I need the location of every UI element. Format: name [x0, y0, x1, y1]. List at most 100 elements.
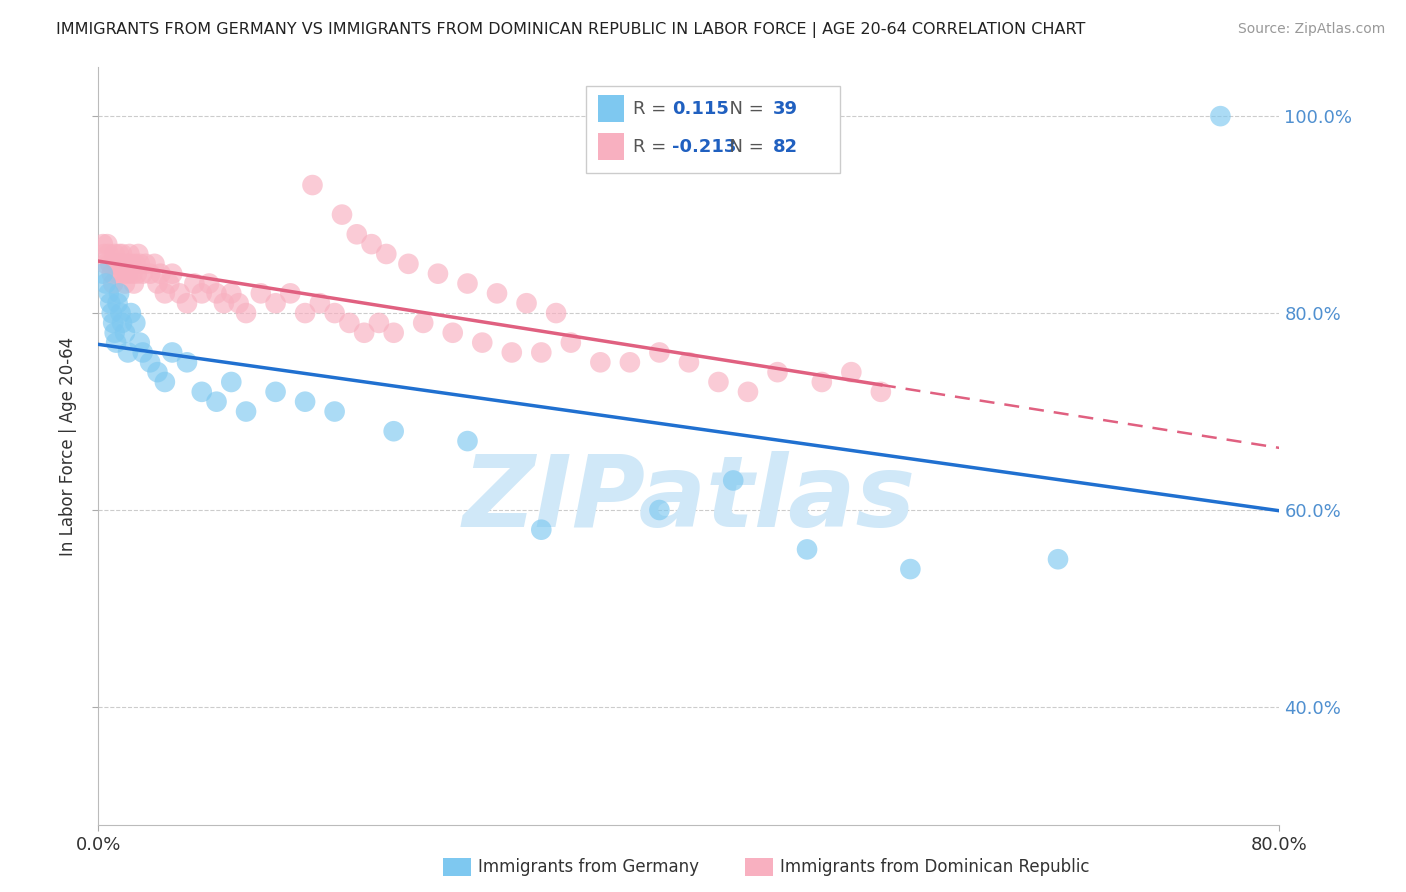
Point	[153, 375, 176, 389]
Point	[198, 277, 221, 291]
Point	[149, 267, 172, 281]
Point	[120, 306, 142, 320]
Point	[589, 355, 612, 369]
Point	[330, 208, 353, 222]
Point	[900, 562, 922, 576]
Point	[146, 277, 169, 291]
Point	[143, 257, 166, 271]
Point	[360, 237, 382, 252]
Point	[91, 267, 114, 281]
Point	[117, 345, 139, 359]
Point	[301, 178, 323, 192]
Point	[104, 247, 127, 261]
Point	[124, 316, 146, 330]
Point	[501, 345, 523, 359]
Point	[723, 474, 745, 488]
Point	[221, 375, 243, 389]
Point	[176, 296, 198, 310]
Point	[353, 326, 375, 340]
Point	[96, 237, 118, 252]
Point	[97, 286, 120, 301]
Point	[100, 306, 122, 320]
Text: ZIPatlas: ZIPatlas	[463, 450, 915, 548]
Point	[176, 355, 198, 369]
Text: R =: R =	[634, 137, 672, 155]
Point	[98, 296, 121, 310]
Point	[191, 286, 214, 301]
Point	[105, 335, 128, 350]
Point	[105, 257, 128, 271]
Point	[619, 355, 641, 369]
Point	[471, 335, 494, 350]
Point	[111, 247, 134, 261]
Point	[98, 257, 121, 271]
Point	[139, 355, 162, 369]
Text: 82: 82	[773, 137, 799, 155]
Point	[323, 404, 346, 418]
Point	[280, 286, 302, 301]
Text: -0.213: -0.213	[672, 137, 737, 155]
Point	[530, 345, 553, 359]
Point	[412, 316, 434, 330]
Point	[648, 503, 671, 517]
Point	[120, 257, 142, 271]
Point	[169, 286, 191, 301]
Point	[560, 335, 582, 350]
Point	[323, 306, 346, 320]
Point	[1046, 552, 1070, 566]
Point	[382, 424, 405, 438]
Point	[441, 326, 464, 340]
Point	[124, 257, 146, 271]
Point	[104, 326, 127, 340]
Point	[108, 247, 131, 261]
Point	[212, 296, 235, 310]
Point	[264, 384, 287, 399]
Point	[146, 365, 169, 379]
Point	[112, 267, 135, 281]
Point	[294, 394, 316, 409]
Point	[339, 316, 361, 330]
Point	[114, 277, 136, 291]
Point	[108, 286, 131, 301]
Y-axis label: In Labor Force | Age 20-64: In Labor Force | Age 20-64	[59, 336, 77, 556]
Point	[128, 335, 150, 350]
Text: Immigrants from Germany: Immigrants from Germany	[478, 858, 699, 876]
Bar	[598, 133, 624, 161]
Point	[205, 286, 228, 301]
Point	[121, 267, 143, 281]
Point	[294, 306, 316, 320]
Text: 39: 39	[773, 100, 797, 118]
Point	[97, 247, 120, 261]
Point	[117, 267, 139, 281]
Text: N =: N =	[718, 100, 770, 118]
Point	[107, 296, 129, 310]
Point	[94, 277, 117, 291]
Point	[122, 277, 145, 291]
Text: Source: ZipAtlas.com: Source: ZipAtlas.com	[1237, 22, 1385, 37]
Point	[153, 286, 176, 301]
Point	[678, 355, 700, 369]
Point	[221, 286, 243, 301]
Point	[111, 316, 134, 330]
Point	[516, 296, 538, 310]
Point	[796, 542, 818, 557]
Point	[546, 306, 568, 320]
Point	[648, 345, 671, 359]
Point	[114, 326, 136, 340]
Text: IMMIGRANTS FROM GERMANY VS IMMIGRANTS FROM DOMINICAN REPUBLIC IN LABOR FORCE | A: IMMIGRANTS FROM GERMANY VS IMMIGRANTS FR…	[56, 22, 1085, 38]
Point	[91, 237, 114, 252]
Point	[132, 267, 155, 281]
Point	[264, 296, 287, 310]
Point	[530, 523, 553, 537]
Point	[125, 267, 148, 281]
Point	[183, 277, 205, 291]
Point	[205, 394, 228, 409]
Point	[457, 277, 479, 291]
Point	[100, 267, 122, 281]
Point	[368, 316, 391, 330]
Point	[707, 375, 730, 389]
Point	[132, 345, 155, 359]
Point	[191, 384, 214, 399]
Point	[162, 345, 183, 359]
Point	[1209, 109, 1232, 123]
